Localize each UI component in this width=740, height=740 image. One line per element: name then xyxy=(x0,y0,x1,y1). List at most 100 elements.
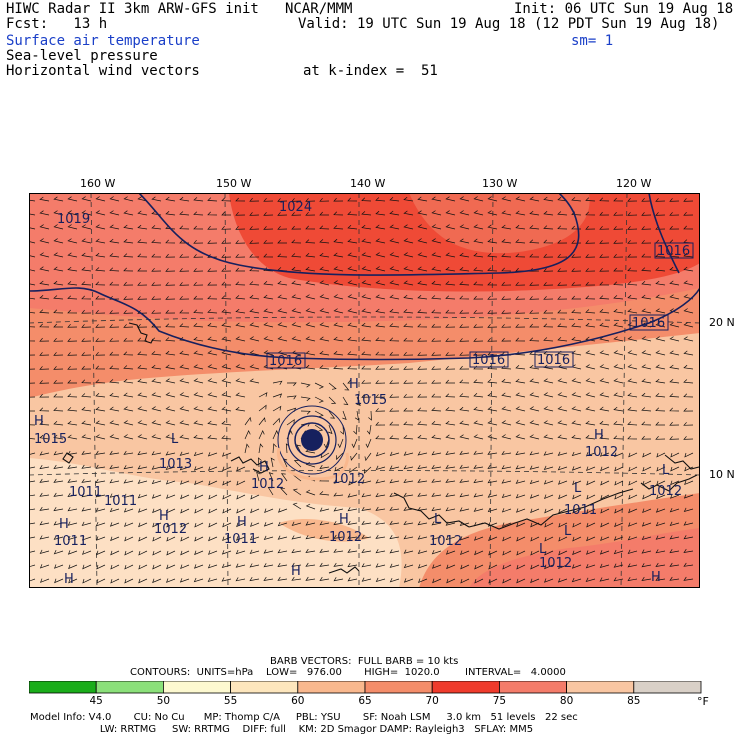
wind-barb xyxy=(165,253,176,258)
temp-shade-cool-south xyxy=(29,458,402,588)
wind-barb xyxy=(166,508,176,514)
wind-barb xyxy=(530,522,540,528)
wind-barb xyxy=(270,457,275,468)
wind-barb xyxy=(263,549,274,554)
wind-barb xyxy=(123,351,134,356)
wind-barb xyxy=(277,212,288,216)
wind-barb xyxy=(641,435,652,440)
wind-barb xyxy=(67,266,78,272)
colorbar-tick: 55 xyxy=(223,695,238,707)
wind-barb xyxy=(67,210,78,216)
wind-barb xyxy=(95,309,106,314)
wind-barb xyxy=(29,564,36,568)
wind-barb xyxy=(366,424,372,435)
wind-barb xyxy=(669,198,680,202)
wind-barb xyxy=(543,420,554,426)
wind-barb xyxy=(277,322,288,328)
wind-barb xyxy=(641,336,652,342)
wind-barb xyxy=(543,309,554,314)
wind-barb xyxy=(109,224,120,230)
high-marker: H xyxy=(237,515,247,530)
wind-barb xyxy=(375,493,386,498)
wind-barb xyxy=(683,350,694,356)
wind-barb xyxy=(81,224,92,230)
wind-barb xyxy=(627,197,638,202)
wind-barb xyxy=(669,225,680,230)
wind-barb xyxy=(599,420,610,426)
wind-barb xyxy=(571,466,582,471)
wind-barb xyxy=(319,491,330,496)
wind-barb xyxy=(95,420,106,426)
wind-barb xyxy=(417,352,428,356)
wind-barb xyxy=(291,322,302,328)
wind-barb xyxy=(347,197,358,202)
wind-barb xyxy=(417,434,428,440)
wind-barb xyxy=(67,393,78,398)
wind-barb xyxy=(194,480,204,486)
isobar-1016 xyxy=(29,287,700,361)
wind-barb xyxy=(123,365,134,370)
wind-barb xyxy=(669,393,680,398)
wind-barb xyxy=(305,535,316,540)
wind-barb xyxy=(446,578,456,584)
wind-barb xyxy=(314,410,324,418)
wind-barb xyxy=(445,492,456,497)
wind-barb xyxy=(179,378,190,384)
wind-barb xyxy=(473,224,484,230)
wind-barb xyxy=(29,435,36,440)
wind-barb xyxy=(641,576,652,581)
wind-barb xyxy=(431,196,442,202)
wind-barb xyxy=(641,421,652,426)
wind-barb xyxy=(193,323,204,328)
wind-barb xyxy=(473,450,484,455)
wind-barb xyxy=(641,226,652,230)
wind-barb xyxy=(684,452,694,458)
wind-barb xyxy=(459,295,470,300)
wind-barb xyxy=(403,366,414,370)
wind-barb xyxy=(431,507,442,512)
wind-barb xyxy=(431,549,442,555)
wind-barb xyxy=(179,406,190,412)
wind-barb xyxy=(29,452,36,455)
wind-barb xyxy=(375,280,386,286)
wind-barb xyxy=(81,434,92,440)
wind-barb xyxy=(110,550,120,556)
wind-barb xyxy=(361,520,372,525)
wind-barb xyxy=(473,507,484,512)
wind-barb xyxy=(258,392,268,398)
wind-barb xyxy=(557,465,568,471)
wind-barb xyxy=(389,451,400,457)
wind-barb xyxy=(249,281,260,286)
wind-barb xyxy=(272,393,283,398)
wind-barb xyxy=(151,434,162,440)
wind-barb xyxy=(571,197,582,202)
wind-barb xyxy=(375,465,386,470)
field-pressure: Sea-level pressure xyxy=(6,48,158,64)
wind-barb xyxy=(221,336,232,342)
wind-barb xyxy=(208,536,218,542)
wind-barb xyxy=(417,549,428,555)
wind-barb xyxy=(558,522,568,528)
wind-barb xyxy=(95,536,106,541)
wind-barb xyxy=(417,323,428,328)
wind-barb xyxy=(347,238,358,244)
wind-barb xyxy=(137,239,148,244)
wind-barb xyxy=(123,210,134,216)
wind-barb xyxy=(445,550,456,555)
wind-barb xyxy=(585,420,596,426)
wind-barb xyxy=(445,281,456,286)
wind-barb xyxy=(29,238,36,244)
wind-barb xyxy=(278,508,288,513)
wind-barb xyxy=(599,295,610,300)
wind-barb xyxy=(557,378,568,384)
wind-barb xyxy=(585,240,596,244)
pressure-label: 1016 xyxy=(269,354,302,369)
wind-barb xyxy=(487,420,498,426)
wind-barb xyxy=(544,550,554,556)
wind-barb xyxy=(123,267,134,272)
wind-barb xyxy=(81,352,92,356)
wind-barb xyxy=(389,210,400,216)
lon-label-140w: 140 W xyxy=(350,177,386,190)
wind-barb xyxy=(613,536,624,541)
wind-barb xyxy=(683,253,694,258)
